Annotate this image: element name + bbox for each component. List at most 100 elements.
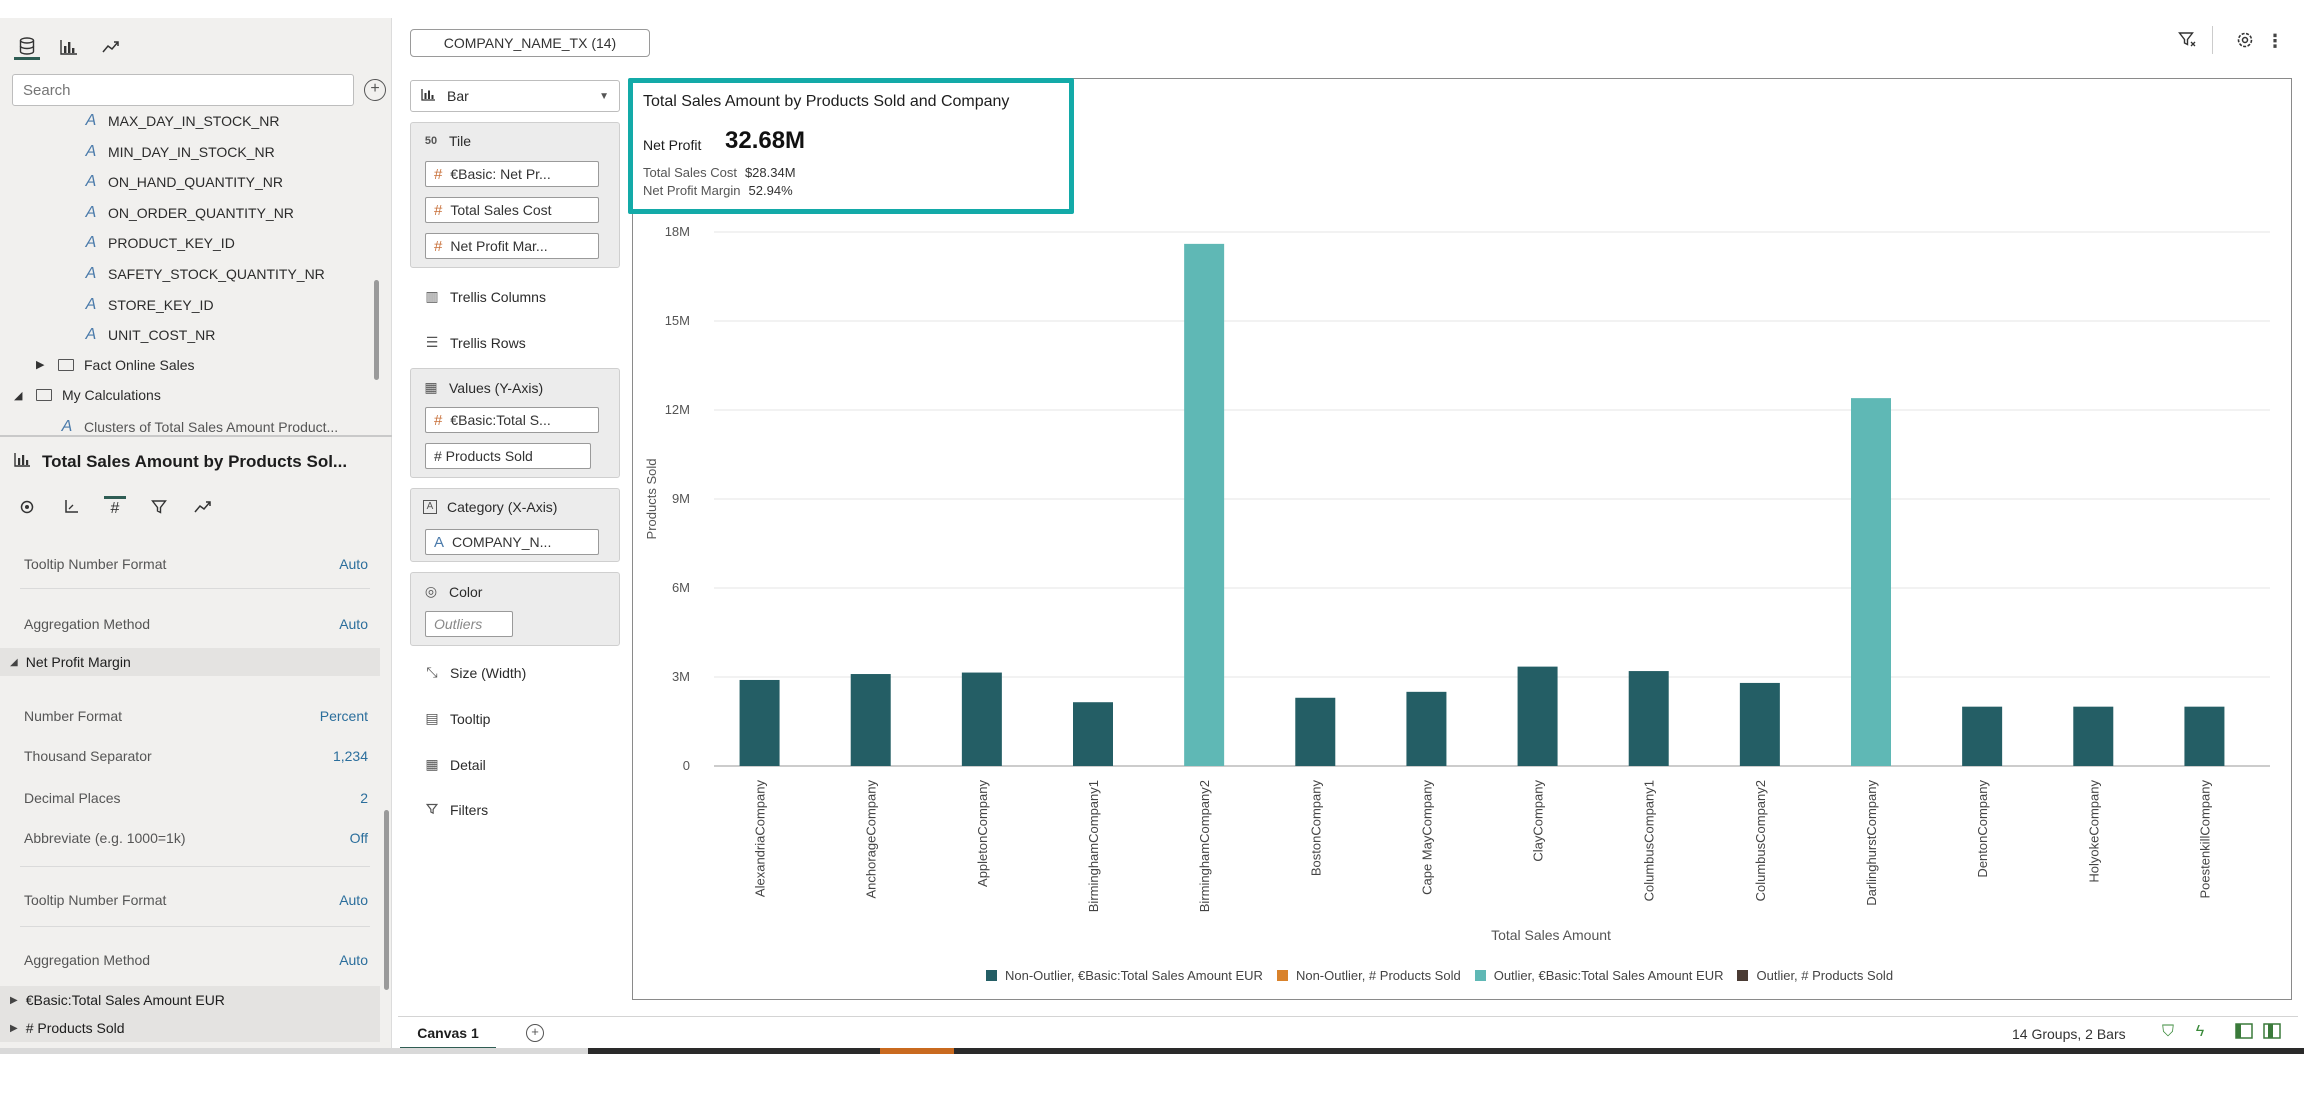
values-axis-icon: ▦: [424, 379, 438, 395]
net-profit-label: Net Profit: [643, 137, 702, 153]
property-row[interactable]: Aggregation Method Auto: [24, 616, 368, 632]
data-quality-icon[interactable]: ⛉: [2161, 1023, 2174, 1040]
add-canvas-icon[interactable]: +: [526, 1024, 544, 1042]
property-section-header[interactable]: ▶ # Products Sold: [0, 1014, 380, 1042]
property-section-header[interactable]: ▶ €Basic:Total Sales Amount EUR: [0, 986, 380, 1014]
property-value[interactable]: 2: [360, 790, 368, 806]
tree-item[interactable]: ◢ My Calculations: [14, 387, 161, 403]
property-value[interactable]: Off: [349, 830, 368, 846]
property-value[interactable]: Auto: [339, 892, 368, 908]
tree-item[interactable]: A ON_HAND_QUANTITY_NR: [84, 173, 283, 191]
collapse-caret-icon[interactable]: ◢: [14, 389, 23, 402]
expand-caret-icon[interactable]: ▶: [36, 359, 45, 372]
values-y-axis-section[interactable]: ▦ Values (Y-Axis) # €Basic:Total S... # P…: [410, 368, 620, 478]
trellis-rows-drop[interactable]: ☰ Trellis Rows: [424, 334, 526, 351]
folder-icon: [36, 389, 52, 402]
legend-item[interactable]: Outlier, # Products Sold: [1737, 968, 1893, 983]
property-value[interactable]: Auto: [339, 616, 368, 632]
panel-divider[interactable]: [0, 435, 392, 437]
property-section-header[interactable]: ◢ Net Profit Margin: [0, 648, 380, 676]
bar-chart-icon[interactable]: [56, 34, 82, 60]
analytics-icon[interactable]: [192, 496, 214, 518]
hash-icon[interactable]: #: [104, 496, 126, 518]
add-data-icon[interactable]: +: [364, 79, 386, 101]
panel-left-icon[interactable]: [2234, 1023, 2254, 1044]
color-pill-outliers[interactable]: Outliers: [425, 611, 513, 637]
chart-bar[interactable]: [1628, 671, 1669, 766]
property-row[interactable]: Number Format Percent: [24, 708, 368, 724]
chart-bar[interactable]: [1739, 682, 1780, 766]
properties-scrollbar[interactable]: [384, 810, 389, 990]
database-icon[interactable]: [14, 34, 40, 60]
tile-pill-net-profit[interactable]: # €Basic: Net Pr...: [425, 161, 599, 187]
chart-bar[interactable]: [1851, 398, 1891, 766]
property-value[interactable]: Percent: [319, 708, 368, 724]
lightning-icon[interactable]: ϟ: [2195, 1023, 2205, 1040]
values-pill-products-sold[interactable]: # Products Sold: [425, 443, 591, 469]
tab-canvas-1[interactable]: Canvas 1: [400, 1018, 496, 1050]
legend-item[interactable]: Outlier, €Basic:Total Sales Amount EUR: [1474, 968, 1723, 983]
chart-bar[interactable]: [2073, 706, 2114, 766]
tile-pill-profit-margin[interactable]: # Net Profit Mar...: [425, 233, 599, 259]
chart-bar[interactable]: [850, 674, 891, 766]
category-pill-company[interactable]: A COMPANY_N...: [425, 529, 599, 555]
summary-tile[interactable]: Total Sales Amount by Products Sold and …: [628, 78, 1074, 214]
property-row[interactable]: Decimal Places 2: [24, 790, 368, 806]
filter-pill-company[interactable]: COMPANY_NAME_TX (14): [410, 29, 650, 57]
data-panel-tabs: [14, 34, 124, 60]
tree-item[interactable]: A SAFETY_STOCK_QUANTITY_NR: [84, 265, 325, 283]
section-header-label: Net Profit Margin: [25, 654, 131, 670]
data-panel-scrollbar[interactable]: [374, 280, 379, 380]
chart-bar[interactable]: [1406, 691, 1447, 766]
more-options-icon[interactable]: ⋮: [2266, 31, 2284, 51]
property-value[interactable]: Auto: [339, 556, 368, 572]
chart-bar[interactable]: [2184, 706, 2225, 766]
settings-icon[interactable]: [16, 496, 38, 518]
property-row[interactable]: Abbreviate (e.g. 1000=1k) Off: [24, 830, 368, 846]
filter-clear-icon[interactable]: [2176, 31, 2198, 54]
chart-bar[interactable]: [1517, 666, 1558, 766]
trellis-columns-drop[interactable]: ▥ Trellis Columns: [424, 288, 546, 305]
detail-drop[interactable]: ▦ Detail: [424, 756, 485, 773]
size-drop[interactable]: ⤡ Size (Width): [424, 664, 526, 681]
property-row[interactable]: Thousand Separator 1,234: [24, 748, 368, 764]
chart-bar[interactable]: [961, 672, 1002, 766]
legend-item[interactable]: Non-Outlier, €Basic:Total Sales Amount E…: [986, 968, 1263, 983]
toolbar-separator: [2212, 26, 2213, 54]
tree-item[interactable]: A MAX_DAY_IN_STOCK_NR: [84, 112, 280, 130]
search-input[interactable]: [12, 74, 354, 106]
tree-item[interactable]: A Clusters of Total Sales Amount Product.…: [60, 418, 339, 436]
tile-title: Total Sales Amount by Products Sold and …: [643, 93, 1010, 110]
trend-icon[interactable]: [98, 34, 124, 60]
tree-item[interactable]: A UNIT_COST_NR: [84, 326, 216, 344]
category-x-axis-section[interactable]: A Category (X-Axis) A COMPANY_N...: [410, 488, 620, 562]
property-row[interactable]: Tooltip Number Format Auto: [24, 892, 368, 908]
chart-bar[interactable]: [1073, 702, 1113, 766]
tile-section[interactable]: 50 Tile # €Basic: Net Pr... # Total Sales …: [410, 122, 620, 268]
color-section[interactable]: ◎ Color Outliers: [410, 572, 620, 646]
property-row[interactable]: Aggregation Method Auto: [24, 952, 368, 968]
property-row[interactable]: Tooltip Number Format Auto: [24, 556, 368, 572]
x-tick-label: PoestenkillCompany: [2197, 780, 2212, 899]
property-value[interactable]: 1,234: [332, 748, 368, 764]
viz-type-select[interactable]: Bar ▼: [410, 80, 620, 112]
tree-item[interactable]: A PRODUCT_KEY_ID: [84, 234, 235, 252]
chart-bar[interactable]: [739, 679, 780, 766]
legend-item[interactable]: Non-Outlier, # Products Sold: [1276, 968, 1461, 983]
tree-item[interactable]: A MIN_DAY_IN_STOCK_NR: [84, 143, 275, 161]
filter-icon[interactable]: [148, 496, 170, 518]
filters-drop[interactable]: Filters: [424, 802, 488, 818]
chart-bar[interactable]: [1184, 243, 1225, 766]
chart-bar[interactable]: [1962, 706, 2003, 766]
values-pill-total-sales[interactable]: # €Basic:Total S...: [425, 407, 599, 433]
tile-pill-sales-cost[interactable]: # Total Sales Cost: [425, 197, 599, 223]
tree-item[interactable]: ▶ Fact Online Sales: [36, 357, 195, 373]
tree-item[interactable]: A STORE_KEY_ID: [84, 296, 214, 314]
property-value[interactable]: Auto: [339, 952, 368, 968]
panel-right-icon[interactable]: [2262, 1023, 2282, 1044]
tree-item[interactable]: A ON_ORDER_QUANTITY_NR: [84, 204, 294, 222]
settings-icon[interactable]: [2234, 31, 2256, 54]
chart-bar[interactable]: [1295, 697, 1336, 766]
axis-icon[interactable]: [60, 496, 82, 518]
tooltip-drop[interactable]: ▤ Tooltip: [424, 710, 490, 727]
